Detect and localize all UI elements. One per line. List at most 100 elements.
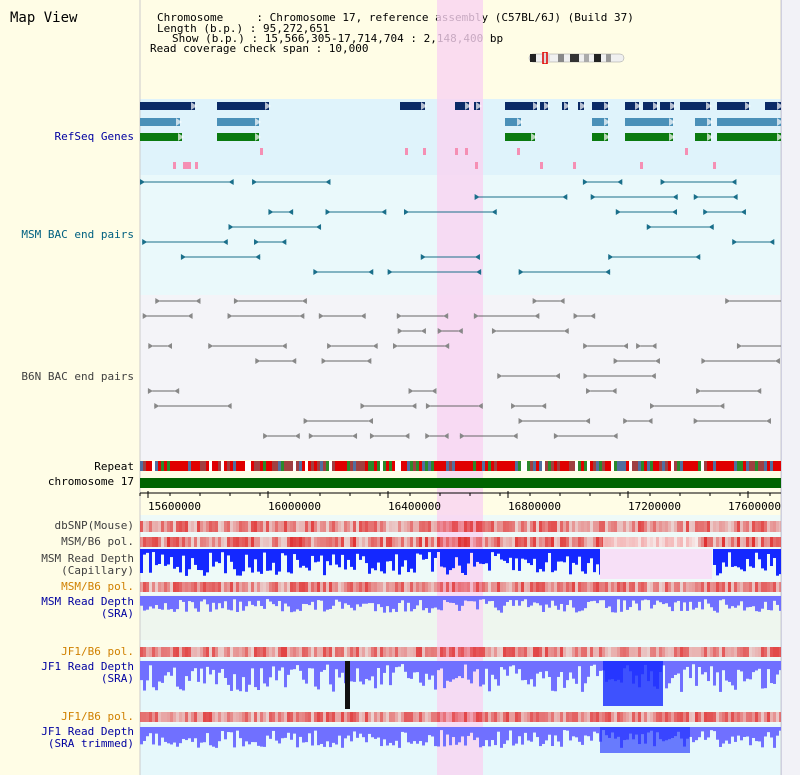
depth-bar xyxy=(455,727,458,745)
depth-bar xyxy=(320,596,323,601)
pol-cell xyxy=(260,521,263,532)
pol-cell xyxy=(395,582,398,592)
pol-cell xyxy=(275,712,278,722)
depth-bar xyxy=(452,549,455,569)
track-label-jf1-depth-sra[interactable]: JF1 Read Depth xyxy=(41,660,134,673)
chromosome-ideogram[interactable] xyxy=(528,52,628,64)
pol-cell xyxy=(350,537,353,547)
depth-bar xyxy=(701,596,704,610)
track-label-repeat[interactable]: Repeat xyxy=(94,460,134,473)
pol-cell xyxy=(356,712,359,722)
bac-end xyxy=(437,328,443,334)
depth-bar xyxy=(263,596,266,609)
pol-cell xyxy=(557,537,560,547)
repeat-segment xyxy=(704,461,707,471)
bac-end xyxy=(617,179,623,185)
pol-cell xyxy=(608,582,611,592)
depth-bar xyxy=(215,596,218,610)
pol-cell xyxy=(236,521,239,532)
pol-cell xyxy=(446,537,449,547)
gene-block xyxy=(765,118,781,126)
pol-cell xyxy=(302,537,305,547)
pol-cell xyxy=(599,582,602,592)
pol-cell xyxy=(278,582,281,592)
pol-cell xyxy=(410,521,413,532)
depth-bar xyxy=(575,549,578,565)
repeat-segment xyxy=(542,461,545,471)
track-label-jf1-depth-trim[interactable]: JF1 Read Depth xyxy=(41,725,134,738)
repeat-segment xyxy=(485,461,488,471)
track-label-msm-depth-cap[interactable]: MSM Read Depth xyxy=(41,552,134,565)
depth-bar xyxy=(221,549,224,553)
pol-cell xyxy=(635,582,638,592)
pol-cell xyxy=(176,582,179,592)
pol-cell xyxy=(659,712,662,722)
pol-cell xyxy=(143,582,146,592)
repeat-segment xyxy=(266,461,269,471)
pol-cell xyxy=(407,582,410,592)
depth-bar xyxy=(470,549,473,553)
depth-bar xyxy=(269,596,272,602)
pol-cell xyxy=(491,537,494,547)
pol-cell xyxy=(161,521,164,532)
track-label-jf1-b6-pol-2[interactable]: JF1/B6 pol. xyxy=(61,710,134,723)
depth-bar xyxy=(656,596,659,601)
track-label-dbsnp[interactable]: dbSNP(Mouse) xyxy=(54,519,134,532)
depth-bar xyxy=(767,727,770,733)
pol-cell xyxy=(200,712,203,722)
bac-end xyxy=(360,313,366,319)
pol-cell xyxy=(776,521,779,532)
pol-cell xyxy=(347,582,350,592)
pol-cell xyxy=(542,712,545,722)
pol-cell xyxy=(671,582,674,592)
track-label-jf1-b6-pol-1[interactable]: JF1/B6 pol. xyxy=(61,645,134,658)
pol-cell xyxy=(140,537,143,547)
pol-cell xyxy=(188,647,191,657)
repeat-segment xyxy=(776,461,779,471)
depth-bar xyxy=(470,596,473,602)
bac-end xyxy=(166,343,172,349)
depth-bar xyxy=(680,661,683,692)
depth-peak xyxy=(603,661,663,706)
bac-end xyxy=(420,328,426,334)
track-label-msm-depth-sra[interactable]: MSM Read Depth xyxy=(41,595,134,608)
depth-bar xyxy=(437,549,440,553)
depth-bar xyxy=(269,661,272,678)
depth-bar xyxy=(302,661,305,680)
pol-cell xyxy=(458,521,461,532)
track-label-msm-bac[interactable]: MSM BAC end pairs xyxy=(21,228,134,241)
pol-cell xyxy=(497,521,500,532)
depth-bar xyxy=(518,549,521,571)
depth-bar xyxy=(422,727,425,746)
repeat-segment xyxy=(473,461,476,471)
depth-bar xyxy=(272,596,275,605)
pol-cell xyxy=(503,647,506,657)
pol-cell xyxy=(578,537,581,547)
strand-arrow xyxy=(421,102,427,110)
depth-bar xyxy=(572,727,575,737)
pol-cell xyxy=(647,521,650,532)
pol-cell xyxy=(368,521,371,532)
depth-bar xyxy=(311,549,314,556)
vertical-scrollbar[interactable] xyxy=(781,0,800,775)
repeat-segment xyxy=(512,461,515,471)
strand-arrow xyxy=(604,133,610,141)
depth-bar xyxy=(725,549,728,567)
bac-end xyxy=(532,298,538,304)
depth-bar xyxy=(218,727,221,742)
pol-cell xyxy=(704,647,707,657)
pol-cell xyxy=(599,537,602,547)
pol-cell xyxy=(155,537,158,547)
repeat-segment xyxy=(758,461,761,471)
track-label-refseq[interactable]: RefSeq Genes xyxy=(54,130,134,143)
pol-cell xyxy=(233,537,236,547)
depth-bar xyxy=(293,549,296,555)
depth-bar xyxy=(533,661,536,687)
track-label-b6n-bac[interactable]: B6N BAC end pairs xyxy=(21,370,134,383)
track-label-msm-b6-pol-2[interactable]: MSM/B6 pol. xyxy=(61,580,134,593)
track-label-msm-b6-pol-1[interactable]: MSM/B6 pol. xyxy=(61,535,134,548)
depth-bar xyxy=(569,727,572,741)
pol-cell xyxy=(302,712,305,722)
gene-block xyxy=(643,102,657,110)
